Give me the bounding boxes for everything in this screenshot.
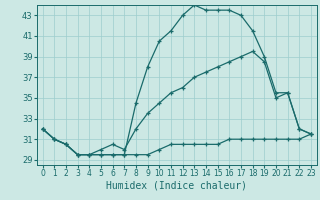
- X-axis label: Humidex (Indice chaleur): Humidex (Indice chaleur): [106, 181, 247, 191]
